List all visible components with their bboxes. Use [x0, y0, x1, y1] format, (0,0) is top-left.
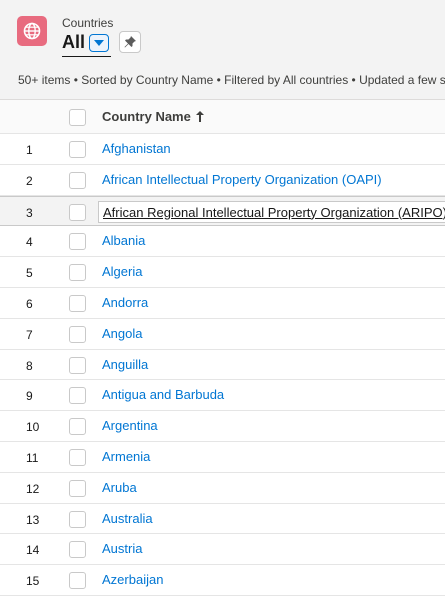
- country-name-link[interactable]: Aruba: [102, 479, 137, 495]
- table-row: 4 Albania: [0, 226, 445, 258]
- globe-icon: [23, 22, 41, 40]
- pin-icon: [124, 36, 136, 48]
- row-select-checkbox[interactable]: [69, 233, 86, 251]
- country-name-link[interactable]: Argentina: [102, 418, 158, 434]
- row-select-checkbox[interactable]: [69, 171, 86, 189]
- row-select-checkbox[interactable]: [69, 203, 86, 221]
- table-row: 8 Anguilla: [0, 349, 445, 381]
- select-all-checkbox[interactable]: [69, 109, 86, 126]
- pin-list-view-button[interactable]: [119, 31, 141, 53]
- list-view-summary: 50+ items • Sorted by Country Name • Fil…: [18, 73, 445, 87]
- chevron-down-icon: [94, 40, 105, 46]
- row-number: 7: [26, 327, 33, 342]
- row-select-checkbox[interactable]: [69, 572, 86, 590]
- row-select-checkbox[interactable]: [69, 479, 86, 497]
- country-name-link[interactable]: Anguilla: [102, 356, 149, 372]
- list-view-header: Countries All 50+ items • Sorted by Coun…: [0, 0, 445, 100]
- country-name-link[interactable]: African Intellectual Property Organizati…: [102, 171, 382, 187]
- list-view-name: All: [62, 32, 86, 52]
- object-icon-tile: [17, 16, 47, 46]
- row-select-checkbox[interactable]: [69, 448, 86, 466]
- table-row: 1 Afghanistan: [0, 134, 445, 165]
- country-name-link[interactable]: Austria: [102, 541, 143, 557]
- table-row: 14 Austria: [0, 534, 445, 566]
- table-row: 11 Armenia: [0, 441, 445, 473]
- country-name-link[interactable]: Armenia: [102, 448, 151, 464]
- country-name-link[interactable]: Angola: [102, 325, 143, 341]
- object-label: Countries: [62, 16, 114, 30]
- row-number: 10: [26, 420, 40, 435]
- row-number: 3: [26, 205, 33, 220]
- table-row: 3 African Regional Intellectual Property …: [0, 195, 445, 227]
- row-select-checkbox[interactable]: [69, 387, 86, 405]
- row-number: 11: [26, 450, 39, 465]
- list-view-dropdown-button[interactable]: [89, 34, 110, 52]
- row-number: 12: [26, 481, 40, 496]
- country-name-link[interactable]: Antigua and Barbuda: [102, 387, 225, 403]
- country-name-link[interactable]: Azerbaijan: [102, 572, 164, 588]
- column-header-label: Country Name: [102, 109, 191, 124]
- column-header-country-name[interactable]: Country Name: [102, 109, 204, 124]
- row-select-checkbox[interactable]: [69, 264, 86, 282]
- table-row: 10 Argentina: [0, 411, 445, 442]
- table-body: 1 Afghanistan 2 African Intellectual Proper…: [0, 134, 445, 596]
- table-row: 5 Algeria: [0, 257, 445, 288]
- row-select-checkbox[interactable]: [69, 294, 86, 312]
- row-select-checkbox[interactable]: [69, 418, 86, 436]
- row-select-checkbox[interactable]: [69, 510, 86, 528]
- row-number: 2: [26, 173, 33, 188]
- row-select-checkbox[interactable]: [69, 141, 86, 158]
- country-name-link[interactable]: Algeria: [102, 264, 143, 280]
- row-number: 13: [26, 512, 40, 527]
- list-view-selector[interactable]: All: [62, 31, 112, 57]
- table-row: 9 Antigua and Barbuda: [0, 380, 445, 412]
- row-number: 6: [26, 296, 33, 311]
- country-name-link[interactable]: Australia: [102, 510, 153, 526]
- sort-ascending-icon: [195, 111, 204, 122]
- table-row: 7 Angola: [0, 318, 445, 350]
- row-number: 4: [26, 235, 33, 250]
- table-header-row: Country Name: [0, 100, 445, 134]
- row-number: 14: [26, 543, 40, 558]
- table-row: 12 Aruba: [0, 472, 445, 504]
- row-select-checkbox[interactable]: [69, 325, 86, 343]
- table-row: 13 Australia: [0, 503, 445, 535]
- row-number: 1: [26, 143, 33, 157]
- row-select-checkbox[interactable]: [69, 356, 86, 374]
- country-name-link[interactable]: Afghanistan: [102, 141, 171, 156]
- row-number: 9: [26, 389, 33, 404]
- row-number: 8: [26, 358, 33, 373]
- row-number: 5: [26, 266, 33, 281]
- row-select-checkbox[interactable]: [69, 541, 86, 559]
- country-name-link[interactable]: Albania: [102, 233, 146, 249]
- table-row: 6 Andorra: [0, 287, 445, 319]
- country-name-link[interactable]: Andorra: [102, 294, 149, 310]
- row-number: 15: [26, 574, 40, 589]
- table-row: 2 African Intellectual Property Organizat…: [0, 164, 445, 196]
- table-row: 15 Azerbaijan: [0, 565, 445, 596]
- countries-table: Country Name 1 Afghanistan 2 African Intell…: [0, 100, 445, 597]
- country-name-link[interactable]: African Regional Intellectual Property O…: [98, 200, 445, 223]
